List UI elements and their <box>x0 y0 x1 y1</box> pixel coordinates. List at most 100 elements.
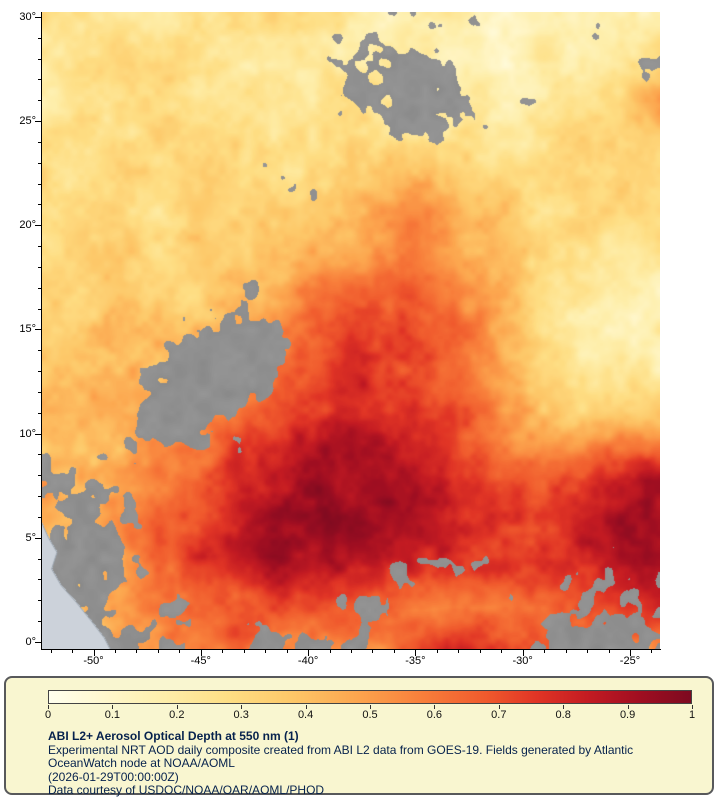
colorbar-tick-label: 1 <box>688 709 696 721</box>
caption-description: Experimental NRT AOD daily composite cre… <box>48 742 634 770</box>
x-minor-tick <box>651 650 653 653</box>
x-tick-label: -40° <box>297 655 319 667</box>
colorbar-tick-label: 0.4 <box>297 709 314 721</box>
caption-title: ABI L2+ Aerosol Optical Depth at 550 nm … <box>48 729 299 743</box>
x-minor-tick <box>136 650 138 653</box>
y-minor-tick <box>38 246 41 248</box>
y-minor-tick <box>38 141 41 143</box>
y-minor-tick <box>38 287 41 289</box>
x-minor-tick <box>351 650 352 653</box>
y-major-tick <box>35 537 41 539</box>
y-minor-tick <box>38 579 41 581</box>
y-tick-label: 15° <box>19 323 36 336</box>
x-minor-tick <box>372 650 374 653</box>
colorbar-tick-label: 0 <box>44 709 52 721</box>
map-plot-area: 0° 5° 10° 15° 20° 25° 30° -50° -45° -40° -35° -30° -… <box>19 10 661 667</box>
y-axis-line <box>41 12 42 650</box>
colorbar-tick <box>370 705 371 709</box>
colorbar-tick <box>112 705 114 709</box>
colorbar-tick <box>305 705 307 709</box>
aod-heatmap-canvas <box>42 12 660 649</box>
colorbar-tick <box>498 705 500 709</box>
colorbar-tick-label: 0.8 <box>555 709 571 721</box>
y-minor-tick <box>38 350 41 352</box>
x-minor-tick <box>608 650 610 653</box>
y-major-tick <box>35 16 41 18</box>
x-minor-tick <box>222 650 224 653</box>
x-minor-tick <box>265 650 267 653</box>
caption-courtesy: Data courtesy of USDOC/NOAA/OAR/AOML/PHO… <box>48 783 325 797</box>
y-minor-tick <box>38 58 41 60</box>
x-minor-tick <box>50 650 52 653</box>
y-minor-tick <box>38 183 41 185</box>
x-minor-tick <box>179 650 181 653</box>
x-major-tick <box>522 650 524 656</box>
y-tick-label: 5° <box>25 531 36 544</box>
y-tick-label: 20° <box>19 219 36 232</box>
x-minor-tick <box>587 650 589 653</box>
y-major-tick <box>35 641 41 643</box>
x-minor-tick <box>544 650 546 653</box>
y-tick-label: 30° <box>19 10 36 23</box>
colorbar-tick-label: 0.6 <box>426 709 443 721</box>
y-minor-tick <box>38 37 41 39</box>
y-minor-tick <box>38 516 41 518</box>
x-major-tick <box>93 650 95 656</box>
x-minor-tick <box>393 650 395 653</box>
x-minor-tick <box>479 650 481 653</box>
y-minor-tick <box>38 621 41 623</box>
y-major-tick <box>35 433 41 435</box>
colorbar-tick-label: 0.7 <box>491 709 507 721</box>
x-minor-tick <box>436 650 438 653</box>
x-minor-tick <box>286 650 288 653</box>
colorbar-tick-label: 0.9 <box>619 709 636 721</box>
x-minor-tick <box>72 650 74 653</box>
x-axis-line <box>41 649 661 650</box>
x-minor-tick <box>458 650 460 653</box>
y-minor-tick <box>38 475 41 477</box>
x-major-tick <box>629 650 631 656</box>
y-tick-label: 10° <box>19 427 36 440</box>
colorbar-tick <box>627 705 629 709</box>
y-minor-tick <box>38 391 41 393</box>
x-tick-label: -50° <box>83 655 104 667</box>
y-minor-tick <box>38 100 41 102</box>
caption-timestamp: (2026-01-29T00:00:00Z) <box>48 769 179 784</box>
y-minor-tick <box>38 558 41 560</box>
x-tick-label: -25° <box>619 655 641 667</box>
x-minor-tick <box>501 650 503 653</box>
y-minor-tick <box>38 371 41 373</box>
y-minor-tick <box>38 412 41 414</box>
colorbar-gradient <box>48 690 692 704</box>
y-minor-tick <box>38 454 41 456</box>
x-tick-label: -35° <box>405 655 426 667</box>
y-major-tick <box>35 225 41 227</box>
colorbar-tick <box>241 705 243 709</box>
y-tick-label: 25° <box>19 115 36 128</box>
caption-block: ABI L2+ Aerosol Optical Depth at 550 nm … <box>48 729 696 798</box>
x-tick-label: -30° <box>512 655 533 667</box>
y-minor-tick <box>38 162 41 164</box>
colorbar-tick <box>176 705 178 709</box>
y-minor-tick <box>38 204 41 206</box>
colorbar-tick <box>692 705 693 709</box>
x-minor-tick <box>329 650 331 653</box>
colorbar-tick <box>48 705 49 709</box>
y-minor-tick <box>38 266 41 268</box>
y-minor-tick <box>38 496 41 498</box>
colorbar-tick-label: 0.1 <box>104 709 121 721</box>
y-minor-tick <box>38 308 41 310</box>
colorbar-tick-label: 0.3 <box>233 709 249 721</box>
y-major-tick <box>35 329 41 331</box>
x-major-tick <box>200 650 202 656</box>
legend-panel: 0 0.1 0.2 0.3 0.4 0.5 0.6 0.7 0.8 0.9 1 ABI L2+ Ae… <box>4 676 714 798</box>
x-minor-tick <box>114 650 116 653</box>
colorbar-tick-label: 0.5 <box>362 709 378 721</box>
y-major-tick <box>35 121 41 123</box>
x-minor-tick <box>565 650 567 653</box>
colorbar-tick <box>434 705 436 709</box>
y-minor-tick <box>38 600 41 602</box>
x-major-tick <box>308 650 310 656</box>
colorbar-tick-label: 0.2 <box>169 709 185 721</box>
